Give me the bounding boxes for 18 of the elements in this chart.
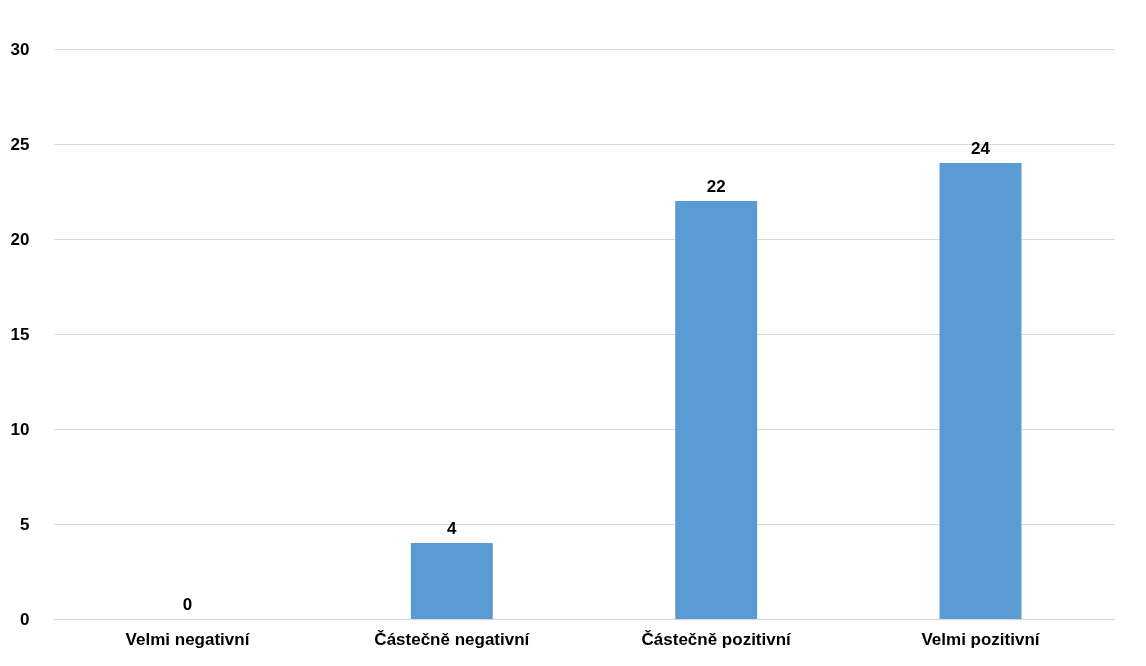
y-tick-label: 25 <box>10 134 30 154</box>
bar <box>939 163 1022 619</box>
y-tick-label: 20 <box>10 229 30 249</box>
y-tick-label: 0 <box>20 609 30 629</box>
x-tick-label: Velmi pozitivní <box>921 629 1041 649</box>
data-label: 24 <box>971 139 991 158</box>
data-label: 0 <box>182 595 193 614</box>
x-tick-label: Částečně negativní <box>374 629 531 649</box>
data-label: 22 <box>706 177 726 196</box>
bar <box>410 543 493 619</box>
x-tick-label: Velmi negativní <box>125 629 251 649</box>
y-tick-label: 15 <box>10 324 30 344</box>
y-tick-label: 30 <box>10 39 30 59</box>
y-tick-label: 10 <box>10 419 30 439</box>
bar <box>675 201 758 619</box>
y-tick-label: 5 <box>20 514 30 534</box>
x-tick-label: Částečně pozitivní <box>641 629 793 649</box>
data-label: 4 <box>447 519 458 538</box>
